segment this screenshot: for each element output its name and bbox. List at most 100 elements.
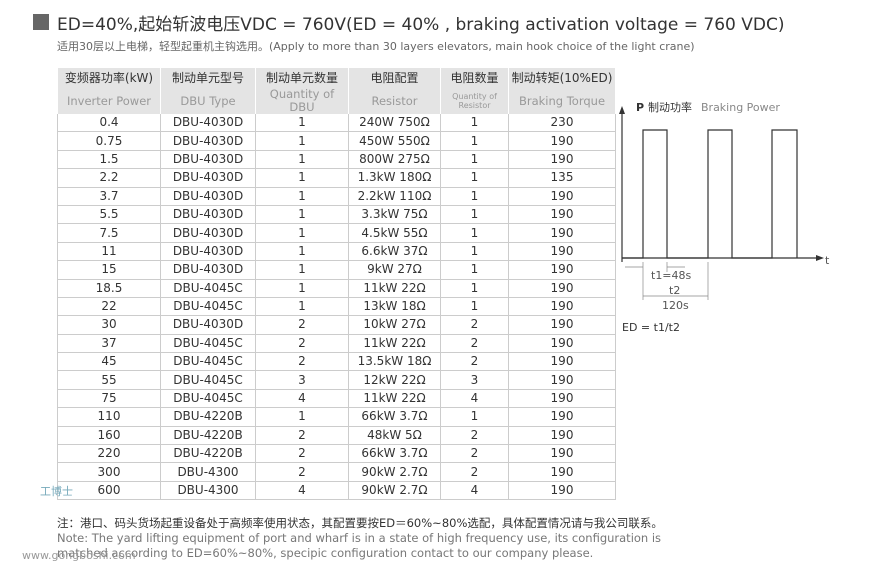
- table-row: 22 DBU-4045C 1 13kW 18Ω 1 190: [57, 297, 616, 317]
- column-header-en: Inverter Power: [57, 88, 161, 114]
- table-cell: DBU-4030D: [160, 242, 256, 262]
- column-header-zh: 制动转矩(10%ED): [508, 68, 616, 88]
- column-header-zh: 电阻配置: [348, 68, 441, 88]
- table-row: 30 DBU-4030D 2 10kW 27Ω 2 190: [57, 315, 616, 335]
- table-cell: 190: [508, 242, 616, 262]
- arrow: [619, 106, 625, 114]
- table-cell: 190: [508, 223, 616, 243]
- table-row: 160 DBU-4220B 2 48kW 5Ω 2 190: [57, 426, 616, 446]
- table-cell: 190: [508, 444, 616, 464]
- table-cell: 48kW 5Ω: [348, 426, 441, 446]
- table-cell: DBU-4300: [160, 481, 256, 501]
- table-cell: 90kW 2.7Ω: [348, 481, 441, 501]
- table-cell: 22: [57, 297, 161, 317]
- spec-table: 变频器功率(kW) 制动单元型号 制动单元数量 电阻配置 电阻数量 制动转矩(10%ED)…: [57, 68, 616, 501]
- table-cell: 160: [57, 426, 161, 446]
- formula: ED = t1/t2: [622, 321, 680, 334]
- table-cell: 190: [508, 389, 616, 409]
- table-cell: 2.2: [57, 168, 161, 188]
- column-header-en: Braking Torque: [508, 88, 616, 114]
- table-row: 37 DBU-4045C 2 11kW 22Ω 2 190: [57, 334, 616, 354]
- t1-label: t1=48s: [651, 269, 692, 282]
- table-cell: DBU-4045C: [160, 370, 256, 390]
- table-cell: DBU-4030D: [160, 131, 256, 151]
- t2-value: 120s: [662, 299, 689, 312]
- table-cell: DBU-4045C: [160, 334, 256, 354]
- table-row: 11 DBU-4030D 1 6.6kW 37Ω 1 190: [57, 242, 616, 262]
- table-cell: 220: [57, 444, 161, 464]
- table-cell: 190: [508, 131, 616, 151]
- table-cell: 3.3kW 75Ω: [348, 205, 441, 225]
- title: ED=40%,起始斩波电压VDC = 760V(ED = 40% , braki…: [57, 15, 785, 35]
- table-cell: DBU-4030D: [160, 114, 256, 133]
- table-cell: 190: [508, 481, 616, 501]
- table-cell: 190: [508, 462, 616, 482]
- table-cell: DBU-4045C: [160, 279, 256, 298]
- arrow: [816, 255, 824, 261]
- table-cell: 2.2kW 110Ω: [348, 187, 441, 206]
- table-cell: 13kW 18Ω: [348, 297, 441, 317]
- table-row: 600 DBU-4300 4 90kW 2.7Ω 4 190: [57, 481, 616, 501]
- column-header-en: Quantity of Resistor: [440, 88, 509, 114]
- table-cell: 55: [57, 370, 161, 390]
- table-cell: 110: [57, 407, 161, 427]
- table-cell: 12kW 22Ω: [348, 370, 441, 390]
- table-row: 300 DBU-4300 2 90kW 2.7Ω 2 190: [57, 462, 616, 482]
- table-cell: 0.4: [57, 114, 161, 133]
- table-cell: DBU-4045C: [160, 352, 256, 372]
- table-cell: DBU-4220B: [160, 444, 256, 464]
- table-cell: 6.6kW 37Ω: [348, 242, 441, 262]
- table-row: 3.7 DBU-4030D 1 2.2kW 110Ω 1 190: [57, 187, 616, 206]
- table-cell: 800W 275Ω: [348, 150, 441, 170]
- table-cell: 135: [508, 168, 616, 188]
- table-cell: 190: [508, 407, 616, 427]
- table-cell: 66kW 3.7Ω: [348, 444, 441, 464]
- table-cell: 1.5: [57, 150, 161, 170]
- watermark-url: www.gongboshi.com: [22, 549, 136, 562]
- table-cell: 190: [508, 187, 616, 206]
- table-cell: 9kW 27Ω: [348, 260, 441, 280]
- table-cell: 3.7: [57, 187, 161, 206]
- table-cell: 4.5kW 55Ω: [348, 223, 441, 243]
- table-cell: 45: [57, 352, 161, 372]
- table-row: 220 DBU-4220B 2 66kW 3.7Ω 2 190: [57, 444, 616, 464]
- table-cell: 7.5: [57, 223, 161, 243]
- table-cell: 190: [508, 279, 616, 298]
- table-cell: DBU-4300: [160, 462, 256, 482]
- t2-label: t2: [669, 284, 680, 297]
- table-cell: 75: [57, 389, 161, 409]
- table-row: 45 DBU-4045C 2 13.5kW 18Ω 2 190: [57, 352, 616, 372]
- table-cell: 11kW 22Ω: [348, 334, 441, 354]
- table-cell: 230: [508, 114, 616, 133]
- column-header-en: Resistor: [348, 88, 441, 114]
- table-row: 15 DBU-4030D 1 9kW 27Ω 1 190: [57, 260, 616, 280]
- title-icon: [33, 14, 49, 30]
- table-row: 110 DBU-4220B 1 66kW 3.7Ω 1 190: [57, 407, 616, 427]
- table-row: 75 DBU-4045C 4 11kW 22Ω 4 190: [57, 389, 616, 409]
- table-cell: DBU-4030D: [160, 315, 256, 335]
- table-cell: 190: [508, 260, 616, 280]
- column-header-en: Quantity of DBU: [255, 88, 349, 114]
- table-cell: 190: [508, 370, 616, 390]
- table-cell: DBU-4030D: [160, 205, 256, 225]
- table-cell: 240W 750Ω: [348, 114, 441, 133]
- column-header-zh: 电阻数量: [440, 68, 509, 88]
- table-row: 18.5 DBU-4045C 1 11kW 22Ω 1 190: [57, 279, 616, 298]
- table-row: 1.5 DBU-4030D 1 800W 275Ω 1 190: [57, 150, 616, 170]
- pulse-wave: [622, 129, 798, 259]
- table-cell: DBU-4220B: [160, 426, 256, 446]
- table-cell: 15: [57, 260, 161, 280]
- table-cell: DBU-4045C: [160, 297, 256, 317]
- table-cell: 66kW 3.7Ω: [348, 407, 441, 427]
- t-label: t: [825, 254, 830, 267]
- table-cell: 450W 550Ω: [348, 131, 441, 151]
- column-header-zh: 变频器功率(kW): [57, 68, 161, 88]
- table-row: 0.75 DBU-4030D 1 450W 550Ω 1 190: [57, 131, 616, 151]
- table-cell: 30: [57, 315, 161, 335]
- table-cell: 190: [508, 297, 616, 317]
- table-cell: 18.5: [57, 279, 161, 298]
- table-cell: DBU-4030D: [160, 168, 256, 188]
- table-cell: 190: [508, 352, 616, 372]
